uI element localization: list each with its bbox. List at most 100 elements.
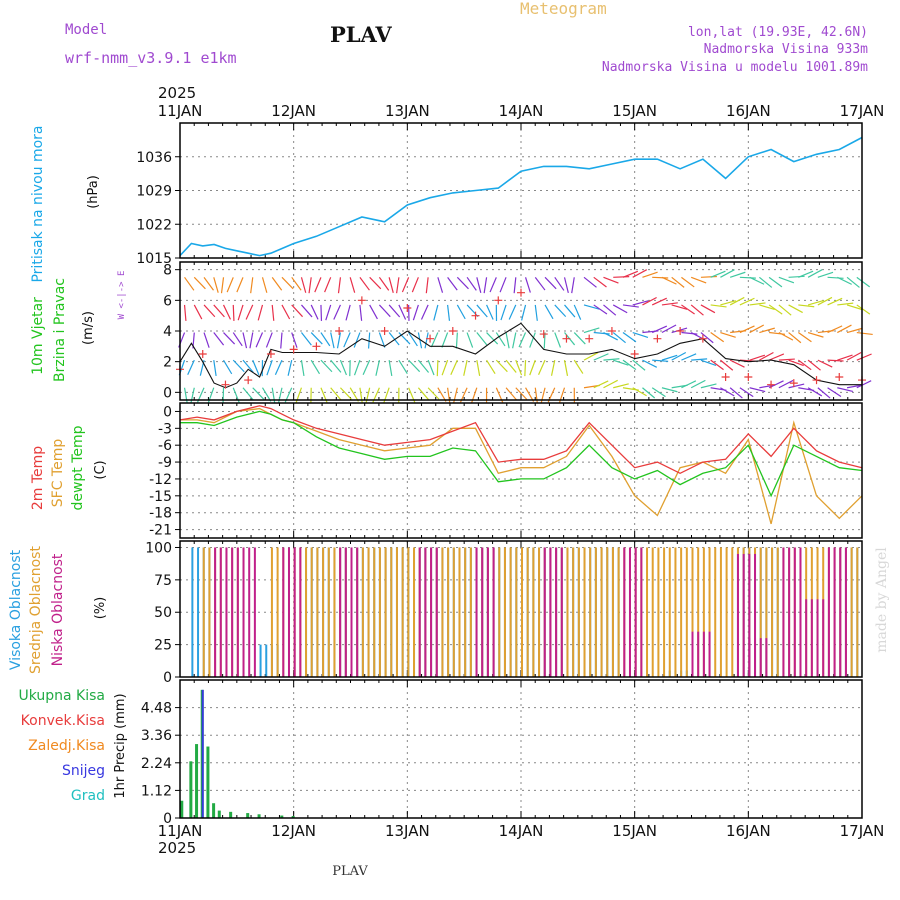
gust-marker <box>494 296 503 305</box>
cloud-bar <box>555 547 558 677</box>
wind-arrow <box>242 332 248 349</box>
precip-bar <box>291 816 295 818</box>
series-line <box>179 136 863 257</box>
wind-arrow <box>232 304 235 321</box>
wind-arrow <box>583 327 600 334</box>
wind-arrow <box>190 387 195 404</box>
wind-arrow <box>817 387 831 399</box>
wind-arrow <box>807 269 823 278</box>
precip-bar <box>246 813 250 818</box>
gust-marker <box>289 345 298 354</box>
wind-arrow <box>563 277 569 294</box>
date-label: 12JAN <box>271 102 316 120</box>
precip-legend-grad: Grad <box>71 788 105 804</box>
date-label: 11JAN <box>158 102 203 120</box>
cloud-bar <box>441 547 444 677</box>
wind-arrow <box>681 353 697 361</box>
cloud-bar <box>532 547 535 677</box>
wind-arrow <box>613 359 629 366</box>
wind-arrow <box>203 332 210 348</box>
wind-arrow <box>759 351 774 361</box>
gust-marker <box>835 373 844 381</box>
wind-arrow <box>681 304 695 315</box>
wind-arrow <box>447 387 451 404</box>
wind-arrow <box>729 387 743 399</box>
y-tick-label: -21 <box>149 523 172 539</box>
wind-arrow <box>700 275 717 278</box>
wind-arrow <box>837 387 854 393</box>
wind-arrow <box>255 332 264 348</box>
wind-arrow <box>749 387 766 393</box>
wind-arrow <box>788 304 803 314</box>
cloud-bar <box>464 547 467 677</box>
cloud-bar <box>657 547 660 677</box>
wind-arrow <box>505 387 517 401</box>
y-tick-label: -18 <box>149 506 172 522</box>
wind-arrow <box>367 332 371 349</box>
panel-border <box>179 122 863 259</box>
gust-marker <box>698 334 707 343</box>
cloud-bar <box>322 547 325 677</box>
cloud-unit: (%) <box>93 597 108 620</box>
gust-marker <box>426 334 435 343</box>
pressure-unit: (hPa) <box>86 175 101 209</box>
wind-arrow <box>749 276 765 285</box>
cloud-bar <box>680 547 683 677</box>
wind-arrow <box>369 276 382 290</box>
wind-arrow <box>476 360 481 376</box>
wind-arrow <box>827 297 843 306</box>
wind-arrow <box>691 358 708 361</box>
year-label-top: 2025 <box>158 84 196 102</box>
wind-arrow <box>310 304 319 320</box>
date-label: 11JAN <box>158 822 203 840</box>
wind-arrow <box>837 354 853 361</box>
cloud-bar <box>549 547 552 677</box>
y-tick-label: -6 <box>158 438 172 454</box>
wind-arrow <box>287 359 293 376</box>
wind-arrow <box>336 332 342 349</box>
wind-arrow <box>420 304 429 320</box>
wind-arrow <box>593 380 609 389</box>
wind-arrow <box>486 332 499 345</box>
wind-arrow <box>700 359 717 366</box>
cloud-bar <box>771 547 774 677</box>
cloud-bar <box>361 547 364 677</box>
gust-marker <box>653 334 662 343</box>
wind-arrow <box>749 354 766 361</box>
wind-arrow <box>320 304 323 321</box>
precip-bar <box>229 811 233 818</box>
cloud-bar <box>606 547 609 677</box>
cloud-bar <box>788 547 791 677</box>
wind-arrow <box>271 276 283 291</box>
cloud-bar <box>754 638 757 677</box>
wind-arrow <box>622 304 639 308</box>
wind-arrow <box>330 387 342 401</box>
panel-border <box>179 261 863 401</box>
wind-arrow <box>213 277 219 293</box>
wind-arrow <box>349 277 356 293</box>
cloud-bar <box>634 547 637 677</box>
cloud-bar <box>538 547 541 677</box>
wind-arrow <box>524 360 527 377</box>
wind-arrow <box>447 304 451 321</box>
wind-arrow <box>661 387 678 393</box>
wind-arrow <box>408 332 418 347</box>
wind-arrow <box>739 387 754 398</box>
cloud-label-2: Srednja Oblacnost <box>28 546 44 674</box>
y-tick-label: -12 <box>149 472 172 488</box>
wind-arrow <box>583 352 599 361</box>
cloud-bar <box>646 547 649 677</box>
cloud-bar <box>702 631 705 677</box>
wind-arrow <box>759 304 775 311</box>
cloud-bar <box>759 547 762 677</box>
wind-arrow <box>437 277 444 293</box>
cloud-bar <box>577 547 580 677</box>
wind-arrow <box>788 359 804 367</box>
wind-arrow <box>603 276 619 284</box>
wind-arrow <box>508 304 517 320</box>
y-tick-label: 4 <box>163 324 172 340</box>
wind-arrow <box>827 359 844 362</box>
cloud-bar <box>628 547 631 677</box>
cloud-bar <box>833 547 836 677</box>
